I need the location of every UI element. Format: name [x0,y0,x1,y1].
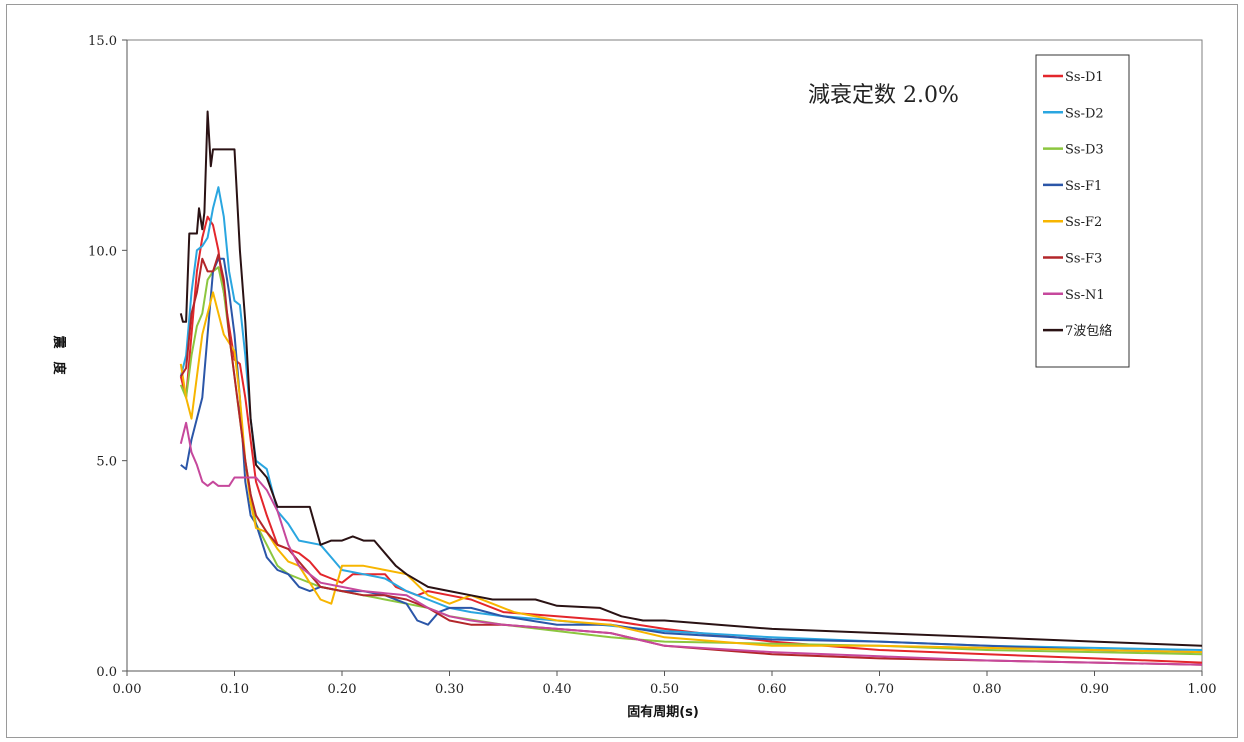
series-line-Ss-N1 [179,421,1203,666]
series-line-Ss-D1 [179,215,1203,664]
legend-entry: Ss-F2 [1065,215,1102,230]
x-tick-label: 0.80 [973,682,1002,697]
chart-annotation: 減衰定数 2.0% [808,83,959,108]
x-tick-label: 0.10 [220,682,249,697]
x-tick-label: 0.40 [543,682,572,697]
x-tick-label: 0.50 [650,682,679,697]
series-layer [179,110,1203,666]
x-tick-label: 1.00 [1188,682,1217,697]
legend-entry: Ss-D1 [1065,70,1104,85]
legend-entry: Ss-F1 [1065,179,1102,194]
x-tick-label: 0.90 [1080,682,1109,697]
axes: 0.00 0.10 0.20 0.30 0.40 0.50 0.60 0.70 0.80 0.90… [88,34,1216,697]
x-tick-label: 0.60 [758,682,787,697]
legend-entry: Ss-D3 [1065,143,1104,158]
x-tick-label: 0.00 [113,682,142,697]
legend-entry: Ss-N1 [1065,288,1105,303]
series-line-Ss-F2 [179,291,1203,654]
y-tick-label: 10.0 [88,244,117,259]
series-line-7波包絡 [179,110,1203,647]
legend-entry: Ss-F3 [1065,252,1102,267]
y-tick-label: 0.0 [96,665,117,680]
legend-entry: Ss-D2 [1065,106,1104,121]
y-axis-label: 震 度 [51,334,67,375]
legend: Ss-D1 Ss-D2 Ss-D3 Ss-F1 Ss-F2 Ss-F3 Ss-N1 7波包絡 [1035,54,1130,368]
x-tick-label: 0.70 [865,682,894,697]
x-tick-label: 0.20 [328,682,357,697]
x-axis-label: 固有周期(s) [627,704,699,720]
y-tick-label: 5.0 [96,455,117,470]
legend-entry: 7波包絡 [1065,323,1112,339]
x-tick-label: 0.30 [435,682,464,697]
legend-box [1035,54,1130,368]
y-tick-label: 15.0 [88,34,117,49]
